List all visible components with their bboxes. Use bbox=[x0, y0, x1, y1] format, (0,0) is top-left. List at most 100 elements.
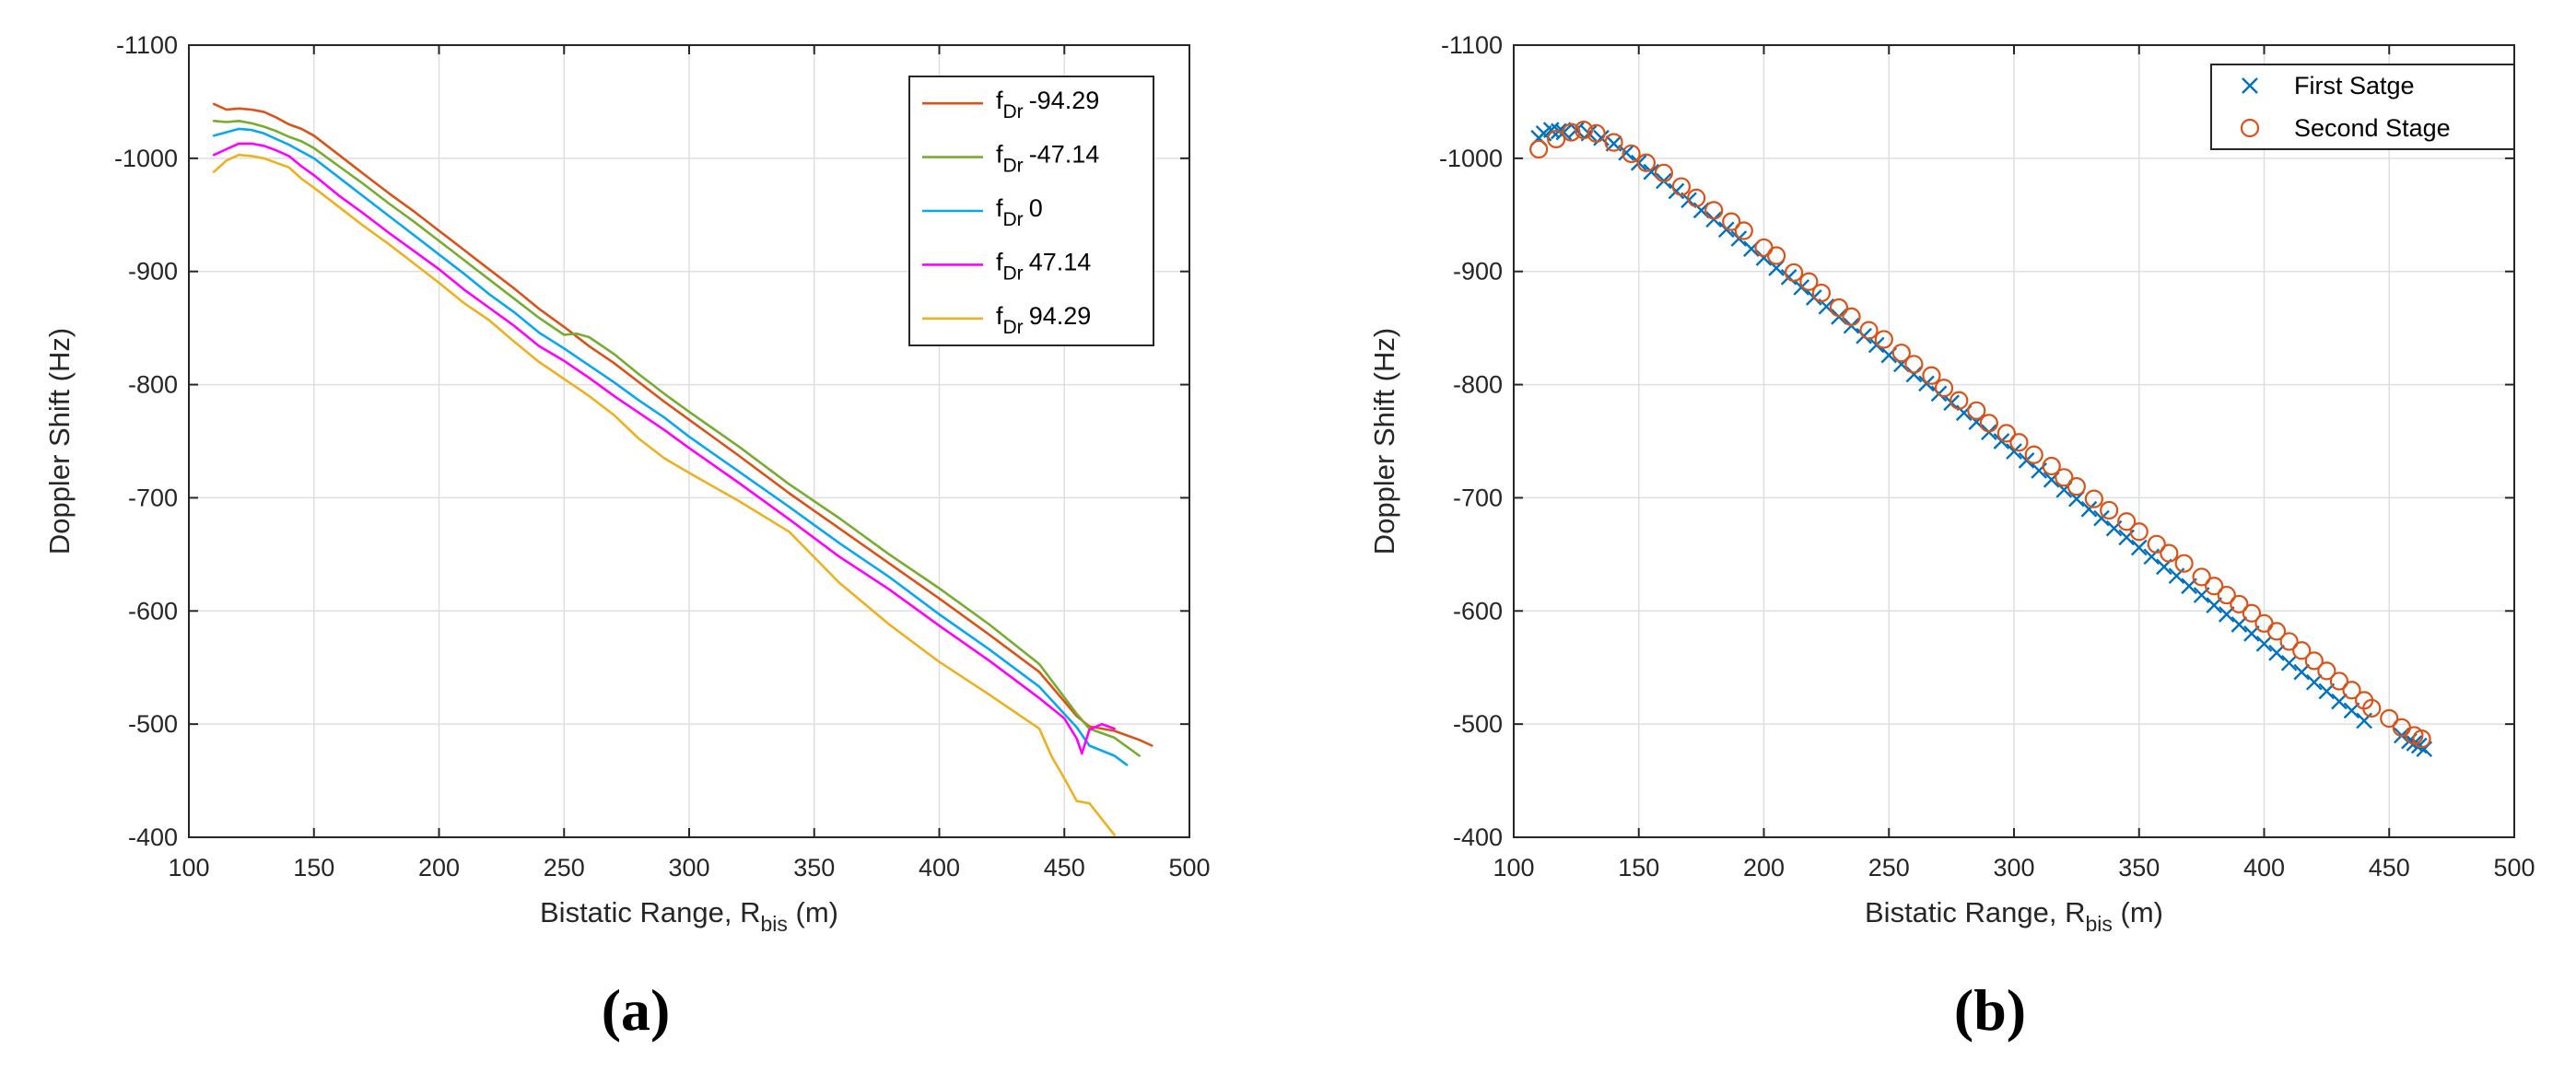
data-point-circle-marker bbox=[2205, 577, 2224, 596]
y-axis-label: Doppler Shift (Hz) bbox=[1368, 328, 1400, 555]
data-point-circle-marker bbox=[2317, 661, 2336, 681]
data-point-x-marker bbox=[1730, 230, 1748, 247]
y-tick-label: -800 bbox=[1453, 371, 1503, 399]
data-point-x-marker bbox=[1780, 269, 1797, 286]
x-tick-label: 200 bbox=[418, 854, 460, 881]
legend-label-value: 0 bbox=[1029, 194, 1043, 222]
panel-label: (a) bbox=[602, 977, 671, 1043]
data-point-x-marker bbox=[2093, 509, 2110, 527]
data-point-circle-marker bbox=[1979, 414, 1998, 433]
data-point-circle-marker bbox=[1622, 144, 1641, 164]
data-point-x-marker bbox=[1793, 279, 1810, 296]
data-point-x-marker bbox=[1668, 182, 1685, 200]
legend-box bbox=[2210, 64, 2515, 150]
y-tick-label: -1000 bbox=[1439, 145, 1503, 172]
data-point-circle-marker bbox=[1722, 212, 1741, 231]
data-point-circle-marker bbox=[2009, 433, 2029, 452]
y-tick-label: -600 bbox=[1453, 597, 1503, 625]
data-point-circle-marker bbox=[2100, 500, 2119, 520]
data-point-circle-marker bbox=[1967, 401, 1986, 420]
legend-label-subscript: Dr bbox=[1003, 317, 1024, 338]
x-axis-label-subscript: bis bbox=[761, 912, 788, 936]
data-point-x-marker bbox=[2280, 654, 2298, 671]
legend-label-main: f bbox=[996, 141, 1003, 169]
legend-label-main: f bbox=[996, 248, 1003, 275]
legend-label-main: f bbox=[996, 87, 1003, 114]
data-point-x-marker bbox=[1918, 375, 1935, 392]
data-point-circle-marker bbox=[1636, 153, 1656, 172]
data-point-circle-marker bbox=[2147, 534, 2166, 554]
x-tick-label: 350 bbox=[2118, 854, 2160, 881]
data-point-circle-marker bbox=[2192, 567, 2211, 587]
data-point-x-marker bbox=[2080, 500, 2098, 518]
data-point-x-marker bbox=[1993, 433, 2010, 449]
data-point-circle-marker bbox=[1784, 263, 1804, 283]
data-point-circle-marker bbox=[1829, 298, 1849, 318]
data-point-circle-marker bbox=[1874, 330, 1893, 349]
data-point-circle-marker bbox=[1671, 177, 1692, 196]
data-point-circle-marker bbox=[2266, 622, 2287, 641]
data-point-circle-marker bbox=[2024, 445, 2043, 464]
data-point-x-marker bbox=[1868, 336, 1885, 354]
x-tick-label: 450 bbox=[1044, 854, 1085, 881]
data-point-circle-marker bbox=[1859, 321, 1879, 340]
x-axis-label-suffix: (m) bbox=[788, 896, 838, 928]
series-line-3 bbox=[212, 142, 1116, 755]
y-tick-label: -1100 bbox=[116, 31, 178, 59]
legend-swatch-0 bbox=[2242, 77, 2258, 94]
data-point-circle-marker bbox=[1904, 355, 1924, 374]
series-line-1 bbox=[212, 120, 1141, 757]
x-tick-label: 150 bbox=[1618, 854, 1659, 881]
legend-label-1: Second Stage bbox=[2294, 114, 2451, 142]
data-point-circle-marker bbox=[2217, 585, 2236, 605]
data-point-circle-marker bbox=[2117, 512, 2137, 531]
data-point-circle-marker bbox=[2329, 671, 2349, 691]
series-line-2 bbox=[212, 127, 1129, 766]
data-point-circle-marker bbox=[2084, 489, 2103, 508]
x-tick-label: 400 bbox=[919, 854, 960, 881]
data-point-circle-marker bbox=[2342, 681, 2361, 700]
data-point-circle-marker bbox=[2174, 554, 2194, 573]
data-point-circle-marker bbox=[1891, 344, 1911, 363]
legend-swatch-1 bbox=[2240, 118, 2260, 138]
series-group bbox=[1529, 121, 2433, 758]
data-point-x-marker bbox=[2305, 673, 2323, 691]
data-point-x-marker bbox=[2268, 644, 2285, 661]
data-point-circle-marker bbox=[2067, 477, 2086, 496]
chart-panel-b: 100 150 200 250 300 350 400 450 500 -1100 -1000 -90… bbox=[1368, 31, 2535, 1043]
legend-label-main: f bbox=[996, 194, 1003, 222]
data-point-circle-marker bbox=[1587, 123, 1606, 143]
data-point-circle-marker bbox=[2042, 456, 2061, 476]
y-tick-label: -700 bbox=[1453, 484, 1503, 511]
data-point-circle-marker bbox=[1547, 129, 1566, 149]
legend-label-2: fDr 0 bbox=[996, 194, 1043, 230]
data-point-circle-marker bbox=[2230, 594, 2249, 614]
data-point-x-marker bbox=[2331, 693, 2348, 710]
series-line-0 bbox=[212, 102, 1153, 747]
data-point-x-marker bbox=[2130, 539, 2148, 556]
data-point-circle-marker bbox=[1562, 123, 1581, 142]
x-tick-label: 300 bbox=[1993, 854, 2034, 881]
y-axis-label: Doppler Shift (Hz) bbox=[43, 328, 76, 555]
legend-label-0: First Satge bbox=[2294, 72, 2415, 99]
y-tick-label: -400 bbox=[1453, 823, 1503, 851]
series-group bbox=[212, 102, 1153, 836]
data-point-x-marker bbox=[2255, 636, 2273, 652]
legend-label-main: f bbox=[996, 302, 1003, 330]
data-point-circle-marker bbox=[1574, 121, 1594, 140]
x-tick-label: 250 bbox=[1868, 854, 1910, 881]
legend-label-subscript: Dr bbox=[1003, 101, 1024, 123]
y-tick-label: -500 bbox=[1453, 710, 1503, 738]
panel-label: (b) bbox=[1954, 977, 2026, 1043]
data-point-x-marker bbox=[1905, 366, 1923, 383]
data-point-circle-marker bbox=[2242, 603, 2262, 623]
x-tick-label: 200 bbox=[1743, 854, 1785, 881]
data-point-circle-marker bbox=[1922, 366, 1941, 385]
chart-panel-a: 100 150 200 250 300 350 400 450 500 -1100 -1000 -90… bbox=[43, 31, 1211, 1043]
x-axis-label-subscript: bis bbox=[2086, 912, 2113, 936]
data-point-circle-marker bbox=[2412, 730, 2431, 749]
legend-label-4: fDr 94.29 bbox=[996, 302, 1091, 338]
legend-label-subscript: Dr bbox=[1003, 209, 1024, 230]
legend-label-3: fDr 47.14 bbox=[996, 248, 1091, 284]
